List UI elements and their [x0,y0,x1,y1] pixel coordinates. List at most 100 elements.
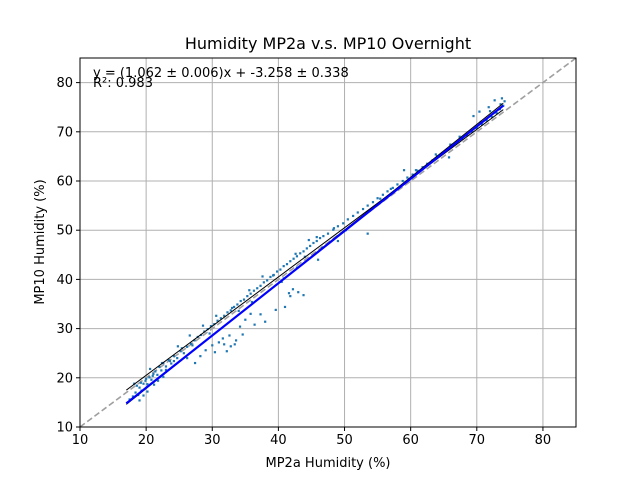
data-point [209,325,213,328]
data-point [172,359,176,363]
data-point [226,311,229,314]
data-point [261,275,264,278]
data-point [376,197,379,200]
data-point [145,377,148,380]
data-point [225,350,228,353]
data-point [170,362,173,365]
data-point [315,235,318,239]
data-point [249,312,252,315]
data-point [156,379,160,382]
data-point [414,169,418,172]
data-point [264,320,267,323]
data-point [168,359,172,363]
data-point [449,143,452,146]
data-point [259,284,262,287]
data-point [434,153,437,156]
x-tick-label: 10 [72,433,89,448]
data-point [366,232,369,235]
data-point [318,236,322,240]
y-tick-label: 40 [56,273,73,288]
data-point [152,372,155,375]
data-point [237,309,240,312]
data-point [182,352,185,355]
data-point [179,350,182,353]
data-point [379,197,382,200]
x-tick-label: 70 [469,433,486,448]
data-point [371,201,375,204]
data-point [164,368,168,372]
data-point [396,183,399,186]
data-point [406,176,409,179]
axis-ticks: 10 20 30 40 50 60 70 80 10 20 30 40 50 60 70 80 [56,76,551,448]
data-point [193,339,196,342]
data-point [248,289,251,292]
r-squared-annotation: R²: 0.983 [93,76,153,91]
x-tick-label: 20 [138,433,155,448]
data-point [172,355,176,358]
data-point [204,349,207,352]
y-tick-label: 50 [56,224,73,239]
x-tick-label: 50 [336,433,353,448]
data-point [411,173,414,176]
data-point [199,355,202,358]
data-point [499,103,502,106]
data-point [266,279,269,282]
data-point [215,314,218,317]
data-point [295,255,299,258]
x-axis-label: MP2a Humidity (%) [266,456,391,471]
data-point [252,289,256,292]
data-point [246,295,249,298]
data-point [164,365,168,368]
fit-equation-annotation: y = (1.062 ± 0.006)x + -3.258 ± 0.338 [93,66,349,81]
data-point [223,314,226,317]
data-point [495,112,498,115]
data-point [274,308,277,312]
data-point [160,369,163,372]
data-point [228,334,231,337]
data-point [229,345,232,348]
data-point [144,379,147,382]
data-point [487,106,490,109]
data-point [138,399,141,402]
data-point [242,298,246,301]
data-point [186,345,189,348]
data-point [139,381,142,384]
data-point [361,207,365,211]
data-point [391,186,394,189]
data-point [289,260,292,263]
data-point [259,313,262,316]
data-point [316,258,320,261]
data-point [282,265,285,268]
data-point [471,130,474,133]
y-tick-label: 80 [56,76,73,91]
data-point [152,383,156,386]
data-point [176,345,179,348]
x-tick-label: 60 [402,433,419,448]
data-point [188,334,191,337]
y-axis-label: MP10 Humidity (%) [33,179,48,304]
data-point [352,214,355,218]
data-point [138,386,141,389]
data-point [289,295,292,298]
data-point [283,305,287,309]
data-point [480,123,484,126]
data-point [158,365,161,369]
data-point [485,119,488,122]
data-point [309,244,312,248]
data-point [221,337,224,340]
data-point [493,99,496,102]
chart-title: Humidity MP2a v.s. MP10 Overnight [185,34,471,53]
data-point [162,375,165,378]
data-point [299,252,302,255]
data-point [142,382,145,385]
data-point [208,332,211,335]
data-point [336,239,340,243]
data-point [342,222,345,225]
data-point [269,275,272,279]
data-point [190,342,193,345]
data-point [488,110,492,113]
data-point [275,270,279,273]
